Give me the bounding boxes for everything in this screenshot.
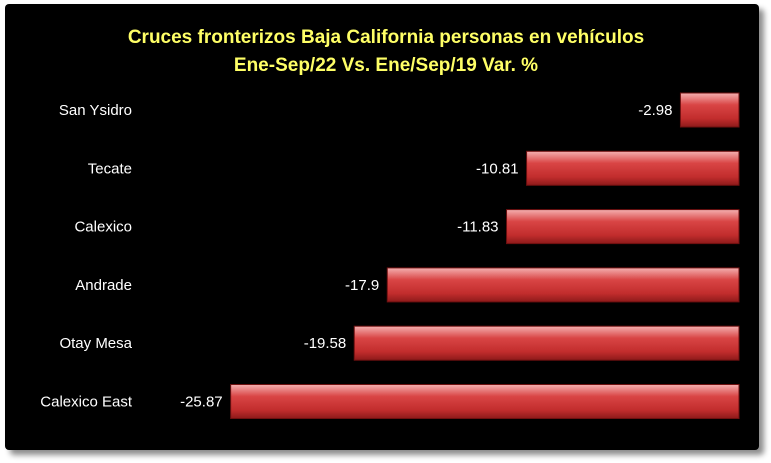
bars-group: San Ysidro -2.98 Tecate -10.81 Calexico -11.8… <box>40 92 740 419</box>
data-label: -11.83 <box>457 219 498 236</box>
bar-calexico-east <box>230 384 740 419</box>
category-label: Andrade <box>75 277 132 294</box>
data-label: -25.87 <box>180 394 223 411</box>
category-label: Tecate <box>88 160 132 177</box>
category-label: San Ysidro <box>59 102 132 119</box>
category-label: Calexico East <box>40 394 133 411</box>
data-label: -17.9 <box>345 277 379 294</box>
bar-tecate <box>526 150 740 186</box>
bar-andrade <box>386 267 740 303</box>
bar-calexico <box>506 209 740 245</box>
bar-san-ysidro <box>679 92 740 128</box>
data-label: -2.98 <box>638 102 672 119</box>
chart-title-line-1: Cruces fronterizos Baja California perso… <box>128 27 644 48</box>
bar-otay-mesa <box>353 325 740 361</box>
category-label: Calexico <box>74 219 132 236</box>
chart-title-line-2: Ene-Sep/22 Vs. Ene/Sep/19 Var. % <box>234 55 538 76</box>
category-label: Otay Mesa <box>59 335 132 352</box>
data-label: -19.58 <box>304 335 347 352</box>
data-label: -10.81 <box>476 160 519 177</box>
